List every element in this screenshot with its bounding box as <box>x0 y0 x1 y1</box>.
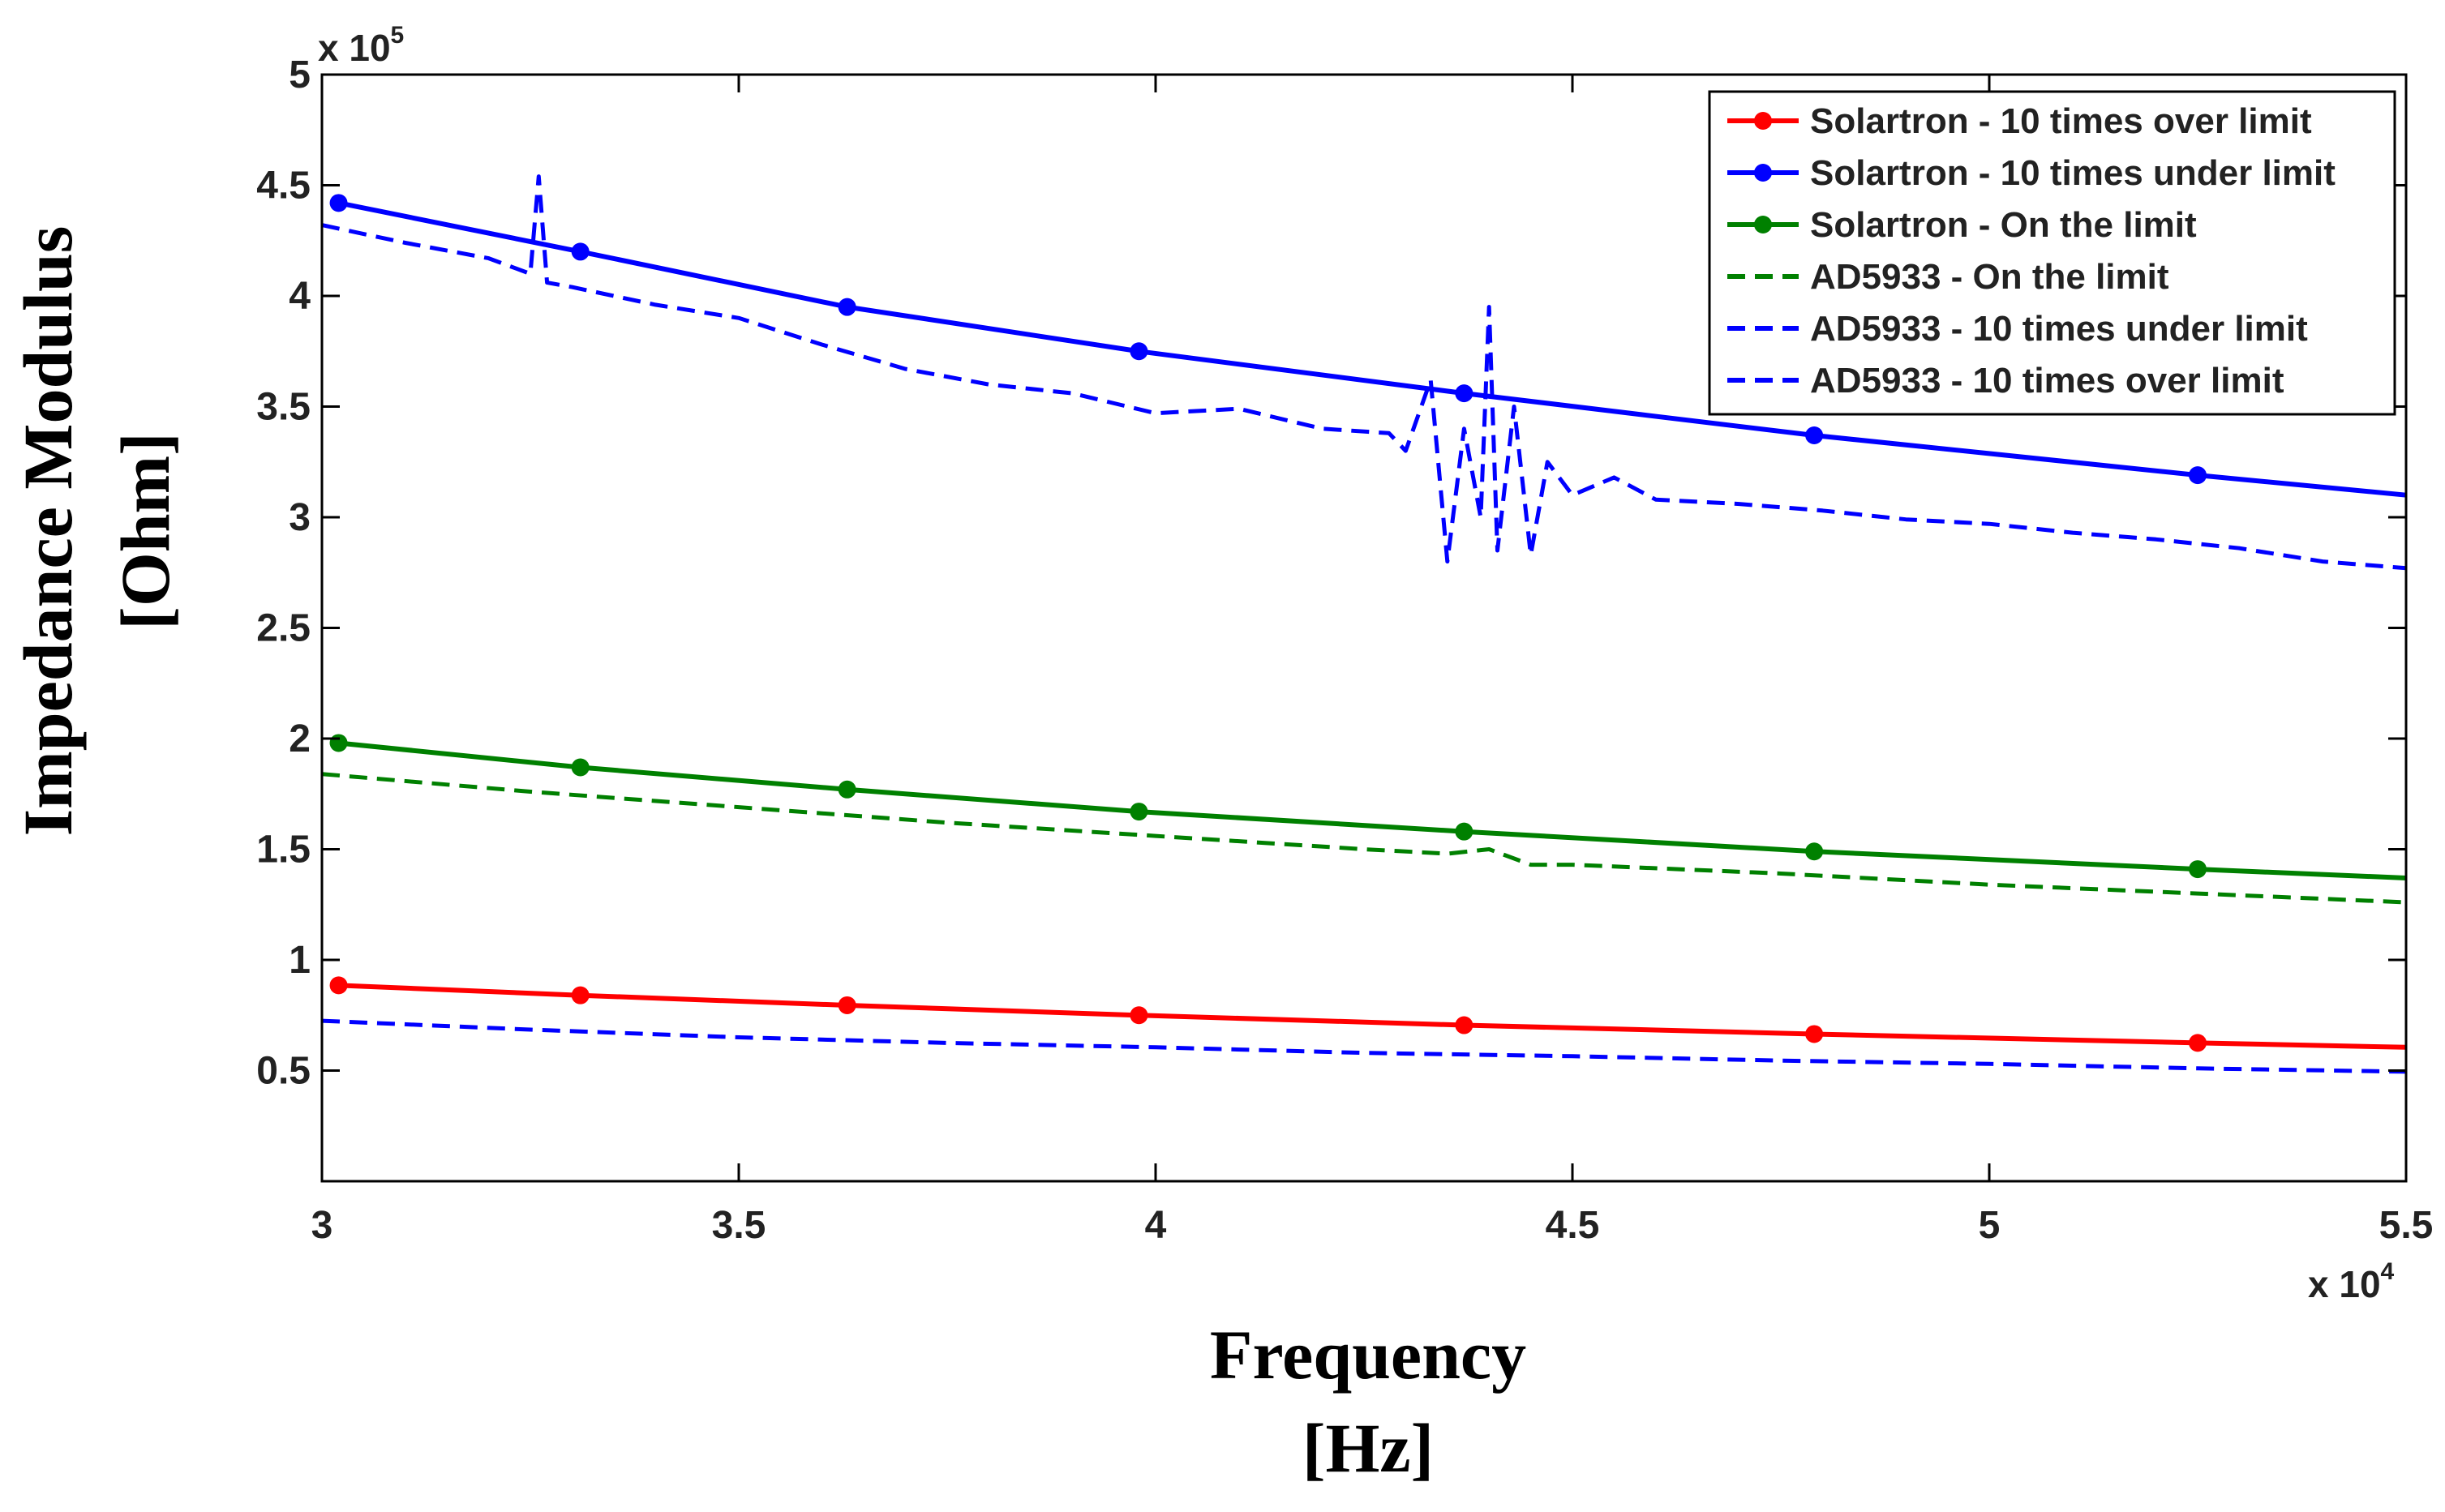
x-tick-label: 5.5 <box>2379 1204 2434 1247</box>
series-1-point <box>1805 426 1824 444</box>
y-axis-unit: [Ohm] <box>106 432 184 630</box>
y-tick-label: 3 <box>289 496 311 539</box>
series-0-point <box>1455 1016 1473 1034</box>
series-line-4 <box>321 174 2407 571</box>
legend-marker-0 <box>1754 112 1772 130</box>
legend-label-0: Solartron - 10 times over limit <box>1810 101 2312 141</box>
legend-marker-1 <box>1754 164 1772 182</box>
series-2-point <box>329 734 348 752</box>
series-0-point <box>1805 1025 1824 1043</box>
y-tick-label: 1.5 <box>256 829 311 872</box>
series-0-point <box>571 986 590 1004</box>
legend-label-3: AD5933 - On the limit <box>1810 257 2169 297</box>
x-tick-label: 3 <box>311 1204 333 1247</box>
series-line-2 <box>338 740 2407 880</box>
y-axis-multiplier: x 105 <box>318 22 404 69</box>
legend-label-5: AD5933 - 10 times over limit <box>1810 361 2284 400</box>
series-2-point <box>2189 860 2207 879</box>
y-tick-label: 1 <box>289 939 311 982</box>
x-tick-label: 3.5 <box>712 1204 766 1247</box>
legend: Solartron - 10 times over limit Solartron… <box>1708 90 2396 416</box>
series-line-0 <box>338 983 2407 1050</box>
series-line-3 <box>321 772 2407 905</box>
x-axis-title: Frequency <box>1210 1316 1526 1394</box>
series-1-point <box>1455 384 1473 403</box>
x-axis-unit: [Hz] <box>1302 1409 1434 1487</box>
x-tick-label: 4.5 <box>1546 1204 1600 1247</box>
y-tick-label: 4.5 <box>256 165 311 208</box>
y-multiplier-base: x 10 <box>318 27 391 69</box>
x-axis-multiplier: x 104 <box>2308 1258 2395 1305</box>
x-tick-label: 4 <box>1145 1204 1167 1247</box>
legend-label-2: Solartron - On the limit <box>1810 205 2197 245</box>
y-tick-label: 5 <box>289 54 311 96</box>
series-1-point <box>838 298 856 316</box>
series-layer <box>321 174 2407 1074</box>
y-tick-label: 3.5 <box>256 386 311 429</box>
ticks-layer: 3 3.5 4 4.5 5 5.5 0.5 1 1.5 2 2.5 3 3.5 4 4.5 5 <box>256 54 2433 1247</box>
y-tick-label: 2.5 <box>256 607 311 650</box>
legend-marker-2 <box>1754 216 1772 233</box>
series-0-point <box>1130 1006 1148 1025</box>
series-2-point <box>1455 822 1473 841</box>
y-axis-title: Impedance Modulus <box>9 226 87 837</box>
y-tick-label: 0.5 <box>256 1050 311 1093</box>
y-tick-label: 4 <box>289 275 311 318</box>
legend-box <box>1708 90 2396 416</box>
series-1-point <box>329 194 348 212</box>
y-tick-label: 2 <box>289 717 311 760</box>
x-multiplier-exponent: 4 <box>2381 1258 2395 1285</box>
legend-label-4: AD5933 - 10 times under limit <box>1810 309 2308 349</box>
series-1-point <box>2189 466 2207 485</box>
series-0-point <box>329 976 348 995</box>
series-line-1 <box>338 200 2407 498</box>
series-2-point <box>571 758 590 777</box>
series-2-point <box>1130 803 1148 821</box>
series-0-point <box>838 996 856 1014</box>
series-1-point <box>571 242 590 261</box>
series-line-5 <box>321 1018 2407 1074</box>
series-2-point <box>1805 842 1824 861</box>
series-0-point <box>2189 1034 2207 1052</box>
x-tick-label: 5 <box>1979 1204 2001 1247</box>
series-2-point <box>838 780 856 799</box>
legend-label-1: Solartron - 10 times under limit <box>1810 153 2336 193</box>
x-multiplier-base: x 10 <box>2308 1263 2381 1305</box>
y-multiplier-exponent: 5 <box>391 22 405 49</box>
series-1-point <box>1130 342 1148 361</box>
